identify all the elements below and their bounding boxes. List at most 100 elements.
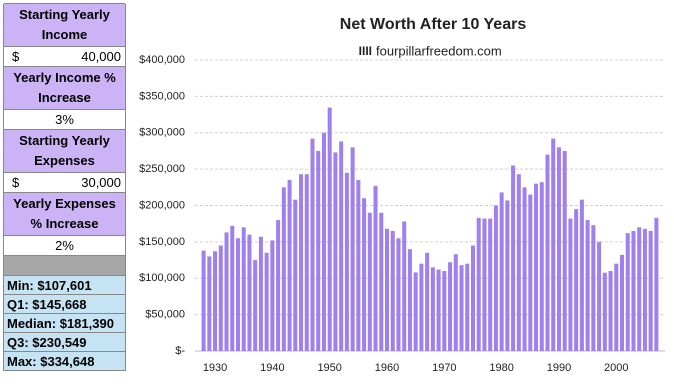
currency: $: [12, 49, 20, 64]
bar: [579, 199, 584, 351]
bar: [648, 230, 653, 351]
bar: [499, 192, 504, 351]
y-tick-label: $100,000: [139, 272, 185, 284]
bar: [448, 262, 453, 351]
bar: [436, 269, 441, 351]
bar: [568, 218, 573, 351]
y-tick-label: $300,000: [139, 127, 185, 139]
bar: [379, 212, 384, 351]
bar: [235, 238, 240, 351]
input-label: Starting Yearly Income: [4, 3, 125, 47]
bar: [281, 187, 286, 351]
bar: [299, 174, 304, 351]
bar: [201, 250, 206, 351]
bar: [396, 238, 401, 351]
x-tick-label: 1970: [432, 362, 456, 374]
bar: [304, 174, 309, 351]
bar: [413, 272, 418, 351]
bar: [545, 154, 550, 351]
bar: [602, 272, 607, 351]
bar: [253, 260, 258, 351]
bar: [430, 267, 435, 351]
bar: [539, 182, 544, 351]
input-panel: Starting Yearly Income $40,000 Yearly In…: [3, 3, 126, 371]
bar: [493, 205, 498, 351]
bar: [574, 209, 579, 351]
x-tick-label: 1950: [317, 362, 341, 374]
bar: [620, 254, 625, 351]
bar: [356, 180, 361, 351]
bar: [385, 228, 390, 351]
bar: [528, 194, 533, 351]
x-tick-label: 1990: [547, 362, 571, 374]
bar: [362, 198, 367, 351]
bar: [339, 141, 344, 351]
bar: [585, 220, 590, 351]
bar: [522, 187, 527, 351]
bar: [637, 227, 642, 351]
bar: [516, 174, 521, 351]
x-tick-label: 1930: [203, 362, 227, 374]
bar: [287, 180, 292, 351]
bar: [425, 252, 430, 351]
bar: [453, 254, 458, 351]
bar: [310, 138, 315, 351]
amount: 30,000: [81, 175, 121, 190]
input-value[interactable]: 2%: [4, 235, 125, 256]
bar: [591, 225, 596, 351]
bar: [551, 138, 556, 351]
bar: [258, 236, 263, 351]
bar: [459, 265, 464, 351]
bar: [224, 232, 229, 351]
bar: [218, 245, 223, 351]
input-value[interactable]: $40,000: [4, 46, 125, 67]
bar: [270, 240, 275, 351]
bar: [407, 249, 412, 351]
bar: [625, 233, 630, 351]
y-tick-label: $200,000: [139, 199, 185, 211]
bar: [488, 218, 493, 351]
y-tick-label: $350,000: [139, 90, 185, 102]
bar: [333, 152, 338, 351]
bar: [631, 230, 636, 351]
bar: [511, 165, 516, 351]
input-value[interactable]: $30,000: [4, 172, 125, 193]
logo: IIII: [359, 44, 372, 58]
chart-subtitle: fourpillarfreedom.com: [376, 43, 502, 58]
x-tick-label: 1960: [375, 362, 399, 374]
bar: [276, 220, 281, 351]
bar: [390, 230, 395, 351]
y-tick-label: $50,000: [145, 309, 185, 321]
bar: [207, 256, 212, 351]
y-tick-label: $250,000: [139, 163, 185, 175]
bar: [373, 185, 378, 351]
x-tick-label: 1940: [260, 362, 284, 374]
bar: [534, 183, 539, 351]
bar: [562, 150, 567, 351]
bar: [556, 147, 561, 351]
y-tick-label: $-: [175, 345, 185, 357]
stat: Q3: $230,549: [4, 332, 125, 352]
amount: 40,000: [81, 49, 121, 64]
bar: [230, 225, 235, 351]
bar: [476, 217, 481, 351]
bar: [608, 270, 613, 351]
bar: [241, 227, 246, 351]
y-tick-label: $400,000: [139, 54, 185, 66]
bar: [213, 251, 218, 351]
stat: Max: $334,648: [4, 351, 125, 371]
bar: [505, 200, 510, 351]
stat: Q1: $145,668: [4, 294, 125, 314]
bar: [419, 263, 424, 351]
stat: Median: $181,390: [4, 313, 125, 333]
input-value[interactable]: 3%: [4, 109, 125, 130]
bar: [470, 245, 475, 351]
bar: [350, 147, 355, 351]
bar: [327, 107, 332, 351]
bar: [442, 270, 447, 351]
bar: [247, 234, 252, 351]
input-label: Yearly Income % Increase: [4, 66, 125, 110]
chart-title: Net Worth After 10 Years: [340, 16, 527, 33]
